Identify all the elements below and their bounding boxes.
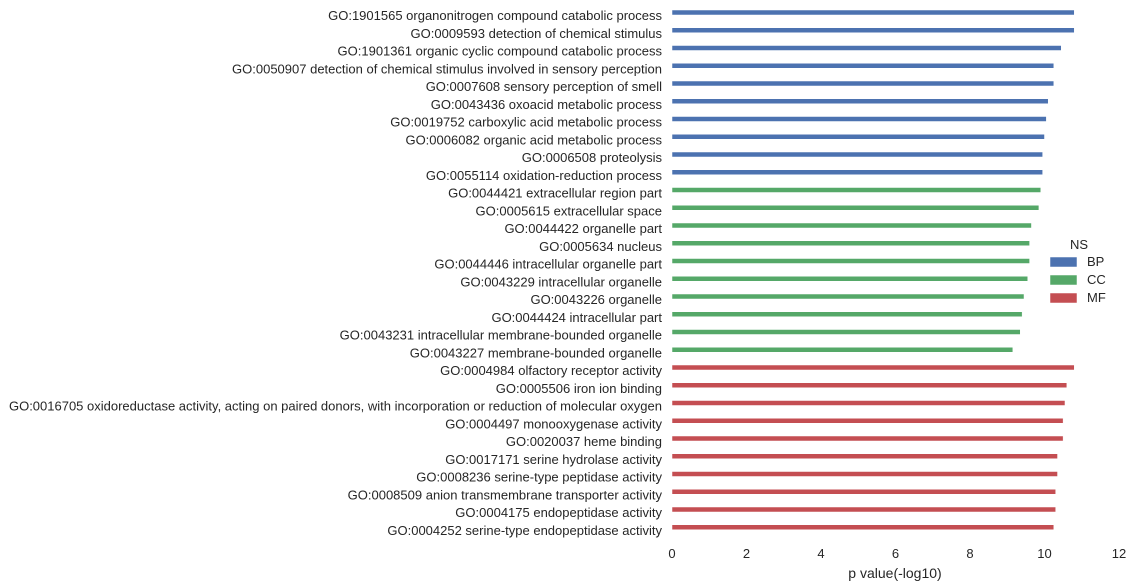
x-tick-label: 6 [892,546,899,561]
category-label: GO:0043231 intracellular membrane-bounde… [340,328,662,343]
legend-swatch-cc [1049,274,1078,286]
category-label: GO:1901565 organonitrogen compound catab… [328,8,662,23]
category-label: GO:0005615 extracellular space [476,203,662,218]
category-label: GO:0006082 organic acid metabolic proces… [405,132,662,147]
legend-label-cc: CC [1087,272,1106,287]
legend-swatch-bp [1049,256,1078,268]
bar-bp-5 [671,98,1049,104]
bar-mf-4 [671,435,1064,442]
bar-bp-9 [671,169,1043,175]
bar-bp-1 [671,27,1075,33]
bar-bp-7 [671,134,1045,140]
category-label: GO:0004497 monooxygenase activity [445,416,662,431]
category-label: GO:0005506 iron ion binding [496,381,662,396]
bar-cc-5 [671,276,1028,282]
x-axis-ticks: 0 2 4 6 8 10 12 [668,546,1126,561]
category-label: GO:0044424 intracellular part [491,310,662,325]
x-axis-title: p value(-log10) [848,565,941,581]
x-tick-label: 8 [966,546,973,561]
bar-cc-2 [671,222,1032,229]
category-label: GO:0019752 carboxylic acid metabolic pro… [390,115,662,130]
bar-mf-8 [671,506,1056,513]
category-label: GO:0043436 oxoacid metabolic process [431,97,663,112]
bar-mf-5 [671,453,1058,459]
category-labels: GO:1901565 organonitrogen compound catab… [9,8,663,538]
category-label: GO:1901361 organic cyclic compound catab… [338,44,663,59]
category-label: GO:0007608 sensory perception of smell [426,79,662,94]
category-label: GO:0055114 oxidation-reduction process [426,168,663,183]
category-label: GO:0050907 detection of chemical stimulu… [232,61,662,76]
bar-cc-6 [671,293,1025,300]
category-label: GO:0006508 proteolysis [522,150,663,165]
bar-bp-8 [671,151,1043,158]
category-label: GO:0016705 oxidoreductase activity, acti… [9,399,662,414]
category-label: GO:0017171 serine hydrolase activity [445,452,662,467]
bar-cc-3 [671,240,1030,246]
category-label: GO:0043229 intracellular organelle [460,274,662,289]
x-tick-label: 4 [817,546,824,561]
bar-mf-3 [671,418,1064,424]
legend-label-mf: MF [1087,290,1106,305]
category-label: GO:0004175 endopeptidase activity [455,505,662,520]
x-tick-label: 0 [668,546,675,561]
bar-bp-2 [671,45,1062,51]
legend-swatch-mf [1049,292,1078,304]
category-label: GO:0008236 serine-type peptidase activit… [416,470,662,485]
bar-bp-4 [671,80,1055,87]
bar-bp-0 [671,9,1075,16]
bar-mf-1 [671,382,1068,388]
category-label: GO:0020037 heme binding [506,434,662,449]
x-tick-label: 2 [743,546,750,561]
bar-cc-7 [671,311,1023,317]
category-label: GO:0004984 olfactory receptor activity [440,363,662,378]
category-label: GO:0044421 extracellular region part [448,186,662,201]
bar-group [671,9,1075,530]
bar-mf-7 [671,489,1056,495]
bar-mf-2 [671,400,1066,406]
bar-bp-6 [671,116,1047,122]
category-label: GO:0009593 detection of chemical stimulu… [411,26,663,41]
bar-mf-6 [671,471,1058,477]
bar-bp-3 [671,63,1055,69]
x-tick-label: 12 [1112,546,1126,561]
bar-cc-1 [671,205,1040,211]
category-label: GO:0044446 intracellular organelle part [434,257,662,272]
category-label: GO:0043227 membrane-bounded organelle [410,345,662,360]
bar-cc-8 [671,329,1021,335]
legend-title: NS [1070,237,1088,252]
bar-cc-9 [671,347,1014,353]
category-label: GO:0044422 organelle part [504,221,662,236]
category-label: GO:0043226 organelle [530,292,662,307]
bar-cc-4 [671,258,1030,264]
bar-cc-0 [671,187,1042,193]
category-label: GO:0008509 anion transmembrane transport… [348,487,663,502]
legend-label-bp: BP [1087,254,1104,269]
category-label: GO:0005634 nucleus [539,239,662,254]
bar-mf-9 [671,524,1055,530]
bar-mf-0 [671,364,1075,371]
legend: NS BP CC MF [1049,237,1106,305]
x-tick-label: 10 [1037,546,1051,561]
category-label: GO:0004252 serine-type endopeptidase act… [387,523,662,538]
